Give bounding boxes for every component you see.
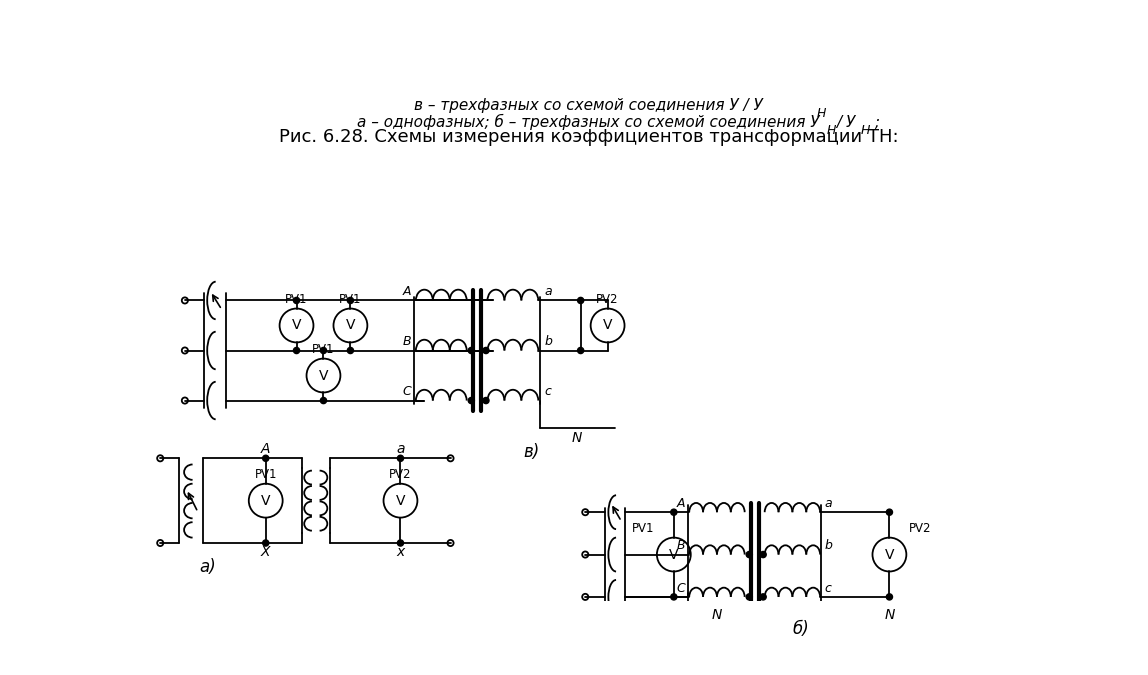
Circle shape <box>577 298 583 304</box>
Circle shape <box>263 540 269 546</box>
Text: а – однофазных; б – трехфазных со схемой соединения У: а – однофазных; б – трехфазных со схемой… <box>357 113 820 130</box>
Text: c: c <box>544 385 551 398</box>
Circle shape <box>670 594 677 600</box>
Circle shape <box>294 298 300 304</box>
Text: ;: ; <box>870 115 881 130</box>
Text: Рис. 6.28. Схемы измерения коэффициентов трансформации ТН:: Рис. 6.28. Схемы измерения коэффициентов… <box>279 128 898 146</box>
Text: V: V <box>261 493 271 508</box>
Circle shape <box>886 594 892 600</box>
Text: V: V <box>669 547 678 562</box>
Circle shape <box>320 348 326 354</box>
Text: a: a <box>824 497 832 510</box>
Circle shape <box>348 348 354 354</box>
Text: PV1: PV1 <box>312 344 335 356</box>
Circle shape <box>483 398 489 404</box>
Circle shape <box>468 348 474 354</box>
Text: C: C <box>676 582 685 595</box>
Circle shape <box>760 594 766 600</box>
Text: PV2: PV2 <box>389 468 412 481</box>
Text: A: A <box>677 497 685 510</box>
Circle shape <box>294 348 300 354</box>
Text: б): б) <box>792 620 809 638</box>
Circle shape <box>397 540 404 546</box>
Text: PV2: PV2 <box>909 522 931 535</box>
Text: V: V <box>885 547 894 562</box>
Text: a: a <box>396 442 405 456</box>
Text: b: b <box>544 335 552 348</box>
Circle shape <box>263 455 269 462</box>
Text: X: X <box>261 545 271 560</box>
Circle shape <box>760 551 766 558</box>
Text: в): в) <box>523 443 540 461</box>
Text: C: C <box>403 385 411 398</box>
Text: N: N <box>572 431 582 446</box>
Text: B: B <box>403 335 411 348</box>
Text: PV1: PV1 <box>255 468 277 481</box>
Text: V: V <box>603 319 612 333</box>
Text: а): а) <box>200 558 216 576</box>
Text: в – трехфазных со схемой соединения У / У: в – трехфазных со схемой соединения У / … <box>414 98 762 113</box>
Text: V: V <box>346 319 355 333</box>
Text: N: N <box>712 608 722 622</box>
Circle shape <box>397 455 404 462</box>
Text: PV1: PV1 <box>339 293 362 306</box>
Text: PV2: PV2 <box>596 293 619 306</box>
Text: A: A <box>261 442 271 456</box>
Text: a: a <box>544 285 552 298</box>
Text: A: A <box>403 285 411 298</box>
Text: x: x <box>396 545 404 560</box>
Circle shape <box>670 509 677 515</box>
Circle shape <box>886 509 892 515</box>
Text: PV1: PV1 <box>633 522 654 535</box>
Text: / У: / У <box>836 115 855 130</box>
Text: PV1: PV1 <box>285 293 308 306</box>
Circle shape <box>577 348 583 354</box>
Text: V: V <box>292 319 301 333</box>
Circle shape <box>746 594 752 600</box>
Circle shape <box>320 398 326 404</box>
Circle shape <box>468 398 474 404</box>
Text: b: b <box>824 539 832 552</box>
Circle shape <box>746 551 752 558</box>
Text: V: V <box>319 369 328 383</box>
Text: V: V <box>396 493 405 508</box>
Text: N: N <box>884 608 894 622</box>
Text: c: c <box>824 582 831 595</box>
Text: Н: Н <box>861 124 870 137</box>
Circle shape <box>348 298 354 304</box>
Circle shape <box>483 348 489 354</box>
Text: Н: Н <box>827 124 836 137</box>
Text: Н: Н <box>816 107 825 120</box>
Text: B: B <box>676 539 685 552</box>
